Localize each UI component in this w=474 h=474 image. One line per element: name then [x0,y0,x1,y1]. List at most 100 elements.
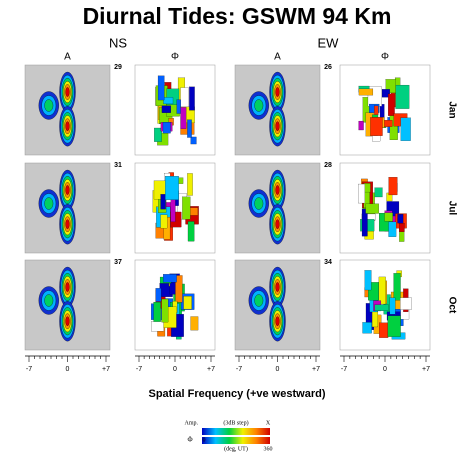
row-label: Jan [446,101,457,118]
x-tick-label: +7 [312,366,320,373]
panel [134,64,216,156]
x-tick-label: 0 [383,366,387,373]
panel-frame [24,259,111,351]
panel [24,64,111,156]
phase-patch [388,221,397,237]
panel-frame [234,64,321,156]
group-label: EW [318,35,340,50]
contour [275,282,280,292]
phase-patch [399,223,405,232]
phase-patch [364,270,372,291]
phase-patch [175,275,183,303]
panel-frame [24,162,111,254]
panel-frame [134,162,216,254]
phase-patch [154,127,162,142]
phase-patch [381,89,390,98]
contour [254,99,264,112]
phase-patch [384,212,393,222]
panel-frame [24,64,111,156]
phase-patch [153,301,161,322]
panel [24,162,111,254]
phase-patch [358,88,374,96]
panel [234,64,321,156]
phase-patch [395,84,410,109]
contour [65,87,70,97]
phase-patch [379,322,389,338]
panel [339,64,431,156]
panel-frame [134,64,216,156]
panel [24,259,111,351]
phase-patch [385,79,396,94]
contour [44,294,54,307]
contour [254,294,264,307]
contour [65,185,70,195]
panel-number: 26 [324,64,332,71]
phase-patch [374,304,389,311]
phase-patch [170,199,176,222]
phase-patch [387,315,401,337]
phase-patch [189,86,195,111]
panel-number: 34 [324,259,332,266]
contour [254,197,264,210]
phase-patch [180,107,187,129]
panel-frame [234,162,321,254]
phase-patch [165,176,179,200]
phase-patch [160,194,166,210]
x-tick-label: +7 [207,366,215,373]
phase-patch [400,117,411,141]
colorbar: Amp. (3dB step) X Φ 0 (deg, UT) 360 [185,419,273,452]
panel-bg [340,163,430,253]
x-tick-label: 0 [173,366,177,373]
phase-patch [182,196,191,220]
group-label: NS [109,35,127,50]
x-tick-label: -7 [236,366,242,373]
phase-patch [397,214,404,224]
phase-patch [157,75,165,101]
panel-frame [339,162,431,254]
x-tick-label: -7 [341,366,347,373]
phase-patch [180,87,189,109]
contour [65,316,70,326]
colorbar-label: X [266,420,271,426]
phase-patch [183,296,192,310]
column-header: A [274,52,281,63]
phase-patch [162,122,171,134]
phase-patch [160,214,168,229]
x-tick-label: -7 [136,366,142,373]
phase-patch [187,173,193,196]
contour [65,219,70,229]
x-axis-label: Spatial Frequency (+ve westward) [149,388,326,400]
phase-patch [383,120,393,127]
phase-patch [378,276,386,305]
panel-number: 37 [114,259,122,266]
phase-patch [163,97,174,105]
phase-patch [190,136,197,145]
x-tick-label: +7 [102,366,110,373]
panel-frame [134,259,216,351]
phase-patch [374,105,379,115]
contour [275,121,280,131]
colorbar-label: (3dB step) [223,419,248,426]
contour [65,282,70,292]
phase-patch [393,273,401,301]
colorbar-label: Amp. [185,420,199,426]
colorbar-label: (deg, UT) [224,445,248,452]
x-tick-label: 0 [66,366,70,373]
phase-patch [151,321,164,332]
column-header: Φ [381,52,389,63]
phase-patch [370,117,383,136]
colorbar-amp [202,428,270,435]
phase-patch [388,177,398,196]
phase-patch [190,316,199,331]
panel [339,162,431,254]
phase-patch [189,207,199,216]
panel [339,259,431,351]
phase-patch [374,187,383,198]
panel [134,259,216,351]
row-label: Jul [446,201,457,216]
phase-patch [161,105,171,113]
phase-patch [187,119,192,138]
panel-number: 29 [114,64,122,71]
x-tick-label: 0 [276,366,280,373]
